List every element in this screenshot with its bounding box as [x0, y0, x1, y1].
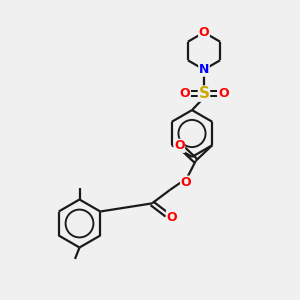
Text: S: S — [199, 86, 209, 101]
Text: O: O — [174, 139, 184, 152]
Text: O: O — [167, 211, 177, 224]
Text: O: O — [181, 176, 191, 189]
Text: O: O — [218, 87, 229, 100]
Text: O: O — [179, 87, 190, 100]
Text: N: N — [199, 63, 209, 76]
Text: O: O — [199, 26, 209, 39]
